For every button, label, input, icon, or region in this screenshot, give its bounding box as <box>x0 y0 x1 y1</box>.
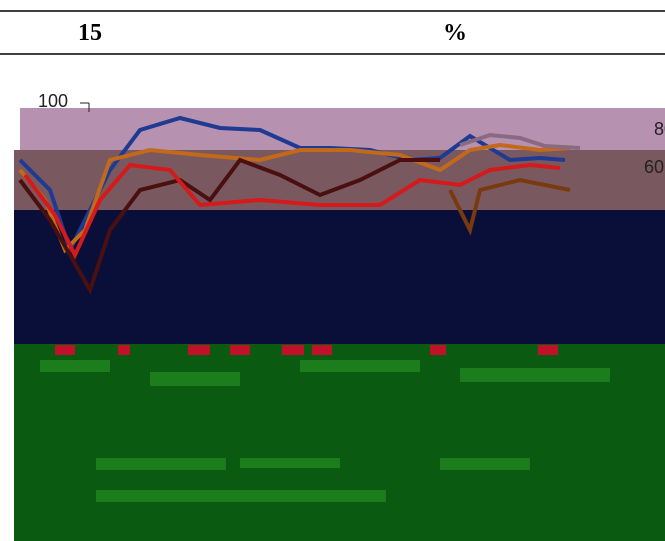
glitched-figure: 100 80 60 <box>0 0 665 541</box>
page: 100 80 60 15 % <box>0 0 665 541</box>
header-cell: 15 <box>78 20 102 47</box>
tick-label: 80 <box>654 119 665 139</box>
tick-label: 60 <box>644 157 664 177</box>
tick-label: 100 <box>38 91 68 111</box>
header-cell: % <box>443 20 467 47</box>
